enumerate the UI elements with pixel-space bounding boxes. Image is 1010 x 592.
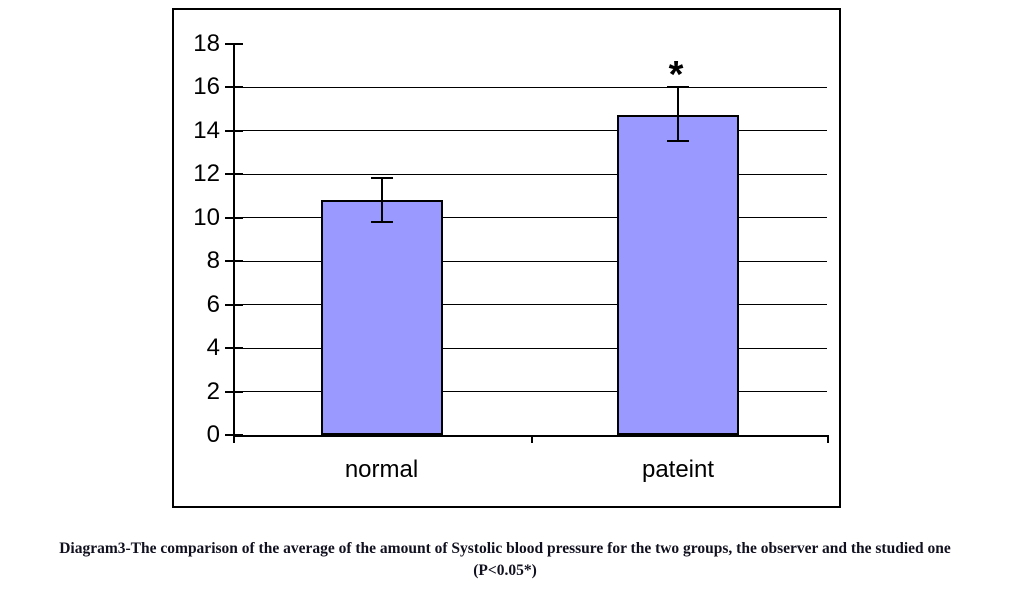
x-axis-tick-0 bbox=[233, 435, 235, 443]
plot-area: 0 2 4 6 8 10 12 14 16 18 normal pateint * bbox=[174, 10, 839, 506]
y-tick-label-10: 10 bbox=[193, 203, 220, 231]
error-bar-cap-bottom-pateint bbox=[667, 140, 689, 143]
bar-normal bbox=[320, 200, 443, 435]
x-axis-tick-2 bbox=[827, 435, 829, 443]
caption-line-1: Diagram3-The comparison of the average o… bbox=[59, 540, 951, 557]
figure-caption: Diagram3-The comparison of the average o… bbox=[0, 538, 1010, 582]
y-tick-label-12: 12 bbox=[193, 160, 220, 187]
caption-line-2: (P<0.05*) bbox=[473, 562, 537, 579]
category-label-pateint: pateint bbox=[641, 456, 715, 483]
y-tick-label-4: 4 bbox=[206, 334, 220, 361]
bar-pateint bbox=[617, 115, 739, 435]
gridline-8 bbox=[233, 260, 827, 262]
x-axis-tick-1 bbox=[531, 435, 533, 443]
error-bar-pateint bbox=[677, 87, 679, 142]
error-bar-cap-bottom-normal bbox=[370, 220, 393, 223]
y-tick-label-14: 14 bbox=[193, 116, 220, 144]
error-bar-cap-top-normal bbox=[370, 177, 393, 180]
error-bar-cap-top-pateint bbox=[667, 86, 689, 88]
y-tick-label-18: 18 bbox=[193, 29, 220, 57]
gridline-2 bbox=[233, 391, 827, 392]
gridline-14 bbox=[233, 130, 827, 131]
y-axis bbox=[233, 43, 235, 437]
gridline-16 bbox=[233, 86, 827, 88]
x-axis bbox=[233, 435, 829, 437]
y-tick-label-0: 0 bbox=[206, 421, 220, 448]
y-tick-label-8: 8 bbox=[206, 247, 220, 274]
y-tick-label-2: 2 bbox=[206, 377, 220, 405]
category-label-normal: normal bbox=[344, 456, 419, 483]
significance-asterisk: * bbox=[668, 54, 684, 96]
error-bar-normal bbox=[380, 178, 383, 222]
y-tick-label-6: 6 bbox=[206, 290, 220, 318]
gridline-4 bbox=[233, 347, 827, 349]
gridline-6 bbox=[233, 304, 827, 305]
gridline-10 bbox=[233, 217, 827, 218]
bar-chart: 0 2 4 6 8 10 12 14 16 18 normal pateint * bbox=[172, 8, 841, 508]
y-tick-label-16: 16 bbox=[193, 73, 220, 100]
gridline-12 bbox=[233, 173, 827, 175]
